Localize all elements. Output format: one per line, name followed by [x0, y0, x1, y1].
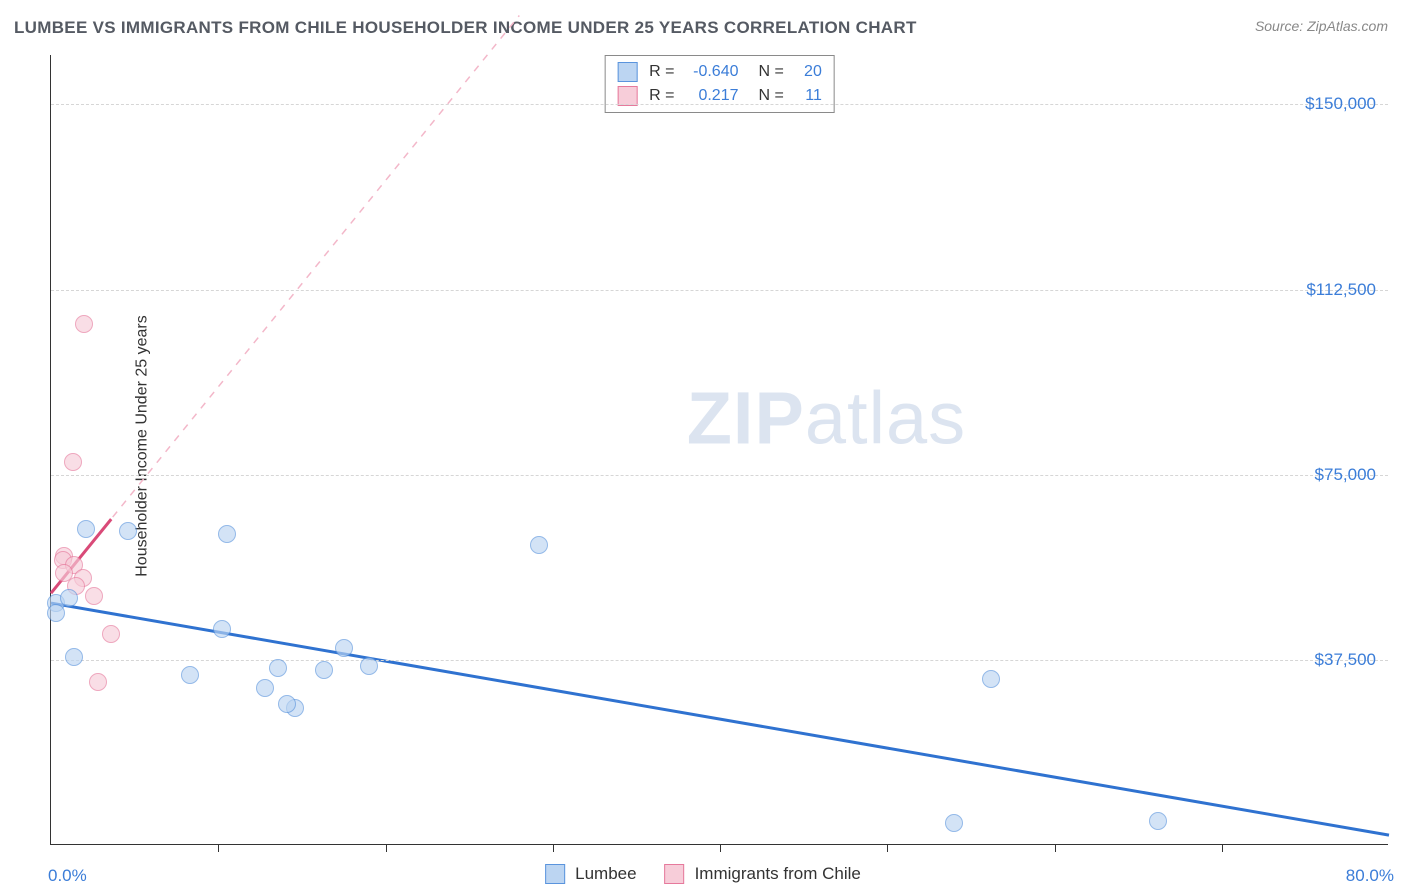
- n-value: 20: [792, 60, 822, 84]
- legend-swatch-icon: [665, 864, 685, 884]
- scatter-point: [530, 536, 548, 554]
- watermark-zip: ZIP: [687, 376, 805, 459]
- scatter-point: [102, 625, 120, 643]
- scatter-point: [77, 520, 95, 538]
- scatter-point: [269, 659, 287, 677]
- scatter-point: [335, 639, 353, 657]
- x-axis-min-label: 0.0%: [48, 866, 87, 886]
- x-axis-max-label: 80.0%: [1346, 866, 1394, 886]
- series-legend-item: Lumbee: [545, 864, 636, 884]
- scatter-point: [65, 648, 83, 666]
- legend-swatch-icon: [545, 864, 565, 884]
- y-tick-label: $37,500: [1315, 650, 1376, 670]
- scatter-point: [75, 315, 93, 333]
- scatter-point: [945, 814, 963, 832]
- chart-title: LUMBEE VS IMMIGRANTS FROM CHILE HOUSEHOL…: [14, 18, 917, 38]
- r-value: -0.640: [683, 60, 739, 84]
- trend-line: [51, 603, 1389, 835]
- plot-area: ZIPatlas R =-0.640N =20R =0.217N =11 $37…: [50, 55, 1388, 845]
- source-attribution: Source: ZipAtlas.com: [1255, 18, 1388, 34]
- y-tick-label: $150,000: [1305, 94, 1376, 114]
- scatter-point: [64, 453, 82, 471]
- scatter-point: [47, 604, 65, 622]
- scatter-point: [85, 587, 103, 605]
- x-tick: [887, 844, 888, 852]
- gridline-horizontal: [51, 660, 1388, 661]
- legend-swatch-icon: [617, 62, 637, 82]
- gridline-horizontal: [51, 475, 1388, 476]
- series-legend-label: Immigrants from Chile: [695, 864, 861, 884]
- gridline-horizontal: [51, 290, 1388, 291]
- y-tick-label: $75,000: [1315, 465, 1376, 485]
- scatter-point: [982, 670, 1000, 688]
- scatter-point: [1149, 812, 1167, 830]
- stats-legend-row: R = -0.640 N = 20: [617, 60, 822, 84]
- scatter-point: [278, 695, 296, 713]
- trend-lines-layer: [51, 55, 1388, 844]
- scatter-point: [218, 525, 236, 543]
- scatter-point: [89, 673, 107, 691]
- watermark-atlas: atlas: [805, 376, 966, 459]
- scatter-point: [213, 620, 231, 638]
- legend-swatch-icon: [617, 86, 637, 106]
- x-tick: [720, 844, 721, 852]
- series-legend: Lumbee Immigrants from Chile: [545, 864, 861, 884]
- scatter-point: [60, 589, 78, 607]
- correlation-chart: LUMBEE VS IMMIGRANTS FROM CHILE HOUSEHOL…: [0, 0, 1406, 892]
- series-legend-item: Immigrants from Chile: [665, 864, 861, 884]
- trend-line: [51, 16, 519, 594]
- x-tick: [1222, 844, 1223, 852]
- watermark: ZIPatlas: [687, 375, 966, 460]
- r-label: R =: [649, 60, 674, 84]
- scatter-point: [181, 666, 199, 684]
- n-label: N =: [759, 60, 784, 84]
- x-tick: [218, 844, 219, 852]
- scatter-point: [360, 657, 378, 675]
- gridline-horizontal: [51, 104, 1388, 105]
- x-tick: [553, 844, 554, 852]
- scatter-point: [119, 522, 137, 540]
- x-tick: [386, 844, 387, 852]
- scatter-point: [256, 679, 274, 697]
- x-tick: [1055, 844, 1056, 852]
- scatter-point: [315, 661, 333, 679]
- y-tick-label: $112,500: [1306, 280, 1376, 300]
- series-legend-label: Lumbee: [575, 864, 636, 884]
